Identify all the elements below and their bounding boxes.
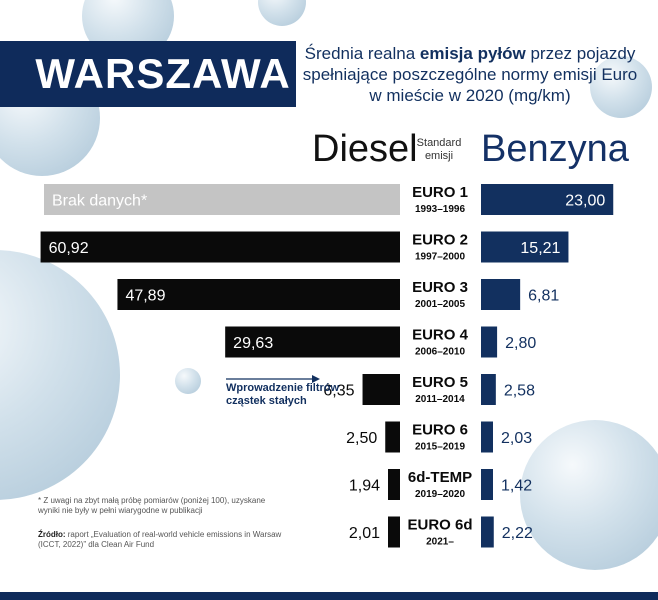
bar-diesel [388,469,400,500]
column-header-standard: Standard emisji [416,137,462,162]
bar-label-benzyna: 2,22 [502,525,533,542]
bar-label-benzyna: 2,80 [505,335,536,352]
bar-label-benzyna: 2,03 [501,430,532,447]
norm-years-label: 2011–2014 [415,394,465,405]
title-box [30,41,296,107]
norm-label: EURO 6 [412,422,468,439]
bar-diesel [385,421,400,453]
subtitle-part: przez pojazdy spełniające poszczególne n… [302,44,638,105]
bar-label-benzyna: 23,00 [565,193,605,210]
bar-label-benzyna: 15,21 [520,240,560,257]
column-header-benzyna: Benzyna [481,128,629,170]
source-text: raport „Evaluation of real-world vehicle… [38,530,282,549]
bar-label-diesel: 1,94 [349,478,380,495]
bar-benzyna [481,184,614,215]
norm-years-label: 2021– [426,537,454,548]
norm-label: EURO 6d [407,517,472,534]
decorative-bubble [520,420,658,570]
bar-diesel [225,326,400,358]
bar-label-diesel: 6,35 [323,383,354,400]
bar-benzyna [481,279,521,310]
norm-years-label: 1993–1996 [415,204,465,215]
bar-diesel [362,374,400,405]
footnote-sample: * Z uwagi na zbyt małą próbę pomiarów (p… [38,496,266,515]
bar-label-diesel: 2,01 [349,525,380,542]
bar-label-benzyna: 1,42 [501,478,532,495]
bar-benzyna [481,326,498,358]
bar-label-benzyna: 2,58 [504,383,535,400]
bar-diesel [388,516,400,548]
bar-label-diesel: Brak danych* [52,193,147,210]
bar-label-diesel: 29,63 [233,335,273,352]
decorative-bubble [175,368,201,394]
bar-label-diesel: 47,89 [125,288,165,305]
bar-benzyna [481,421,493,453]
bar-label-diesel: 60,92 [49,240,89,257]
bar-label-benzyna: 6,81 [528,288,559,305]
norm-label: EURO 5 [412,374,468,391]
norm-label: EURO 2 [412,232,468,249]
bar-diesel [117,279,400,310]
chart-subtitle: Średnia realna emisja pyłów przez pojazd… [300,43,640,106]
bottom-band [0,592,658,600]
source-label: Źródło: [38,530,66,539]
norm-years-label: 2001–2005 [415,299,465,310]
norm-label: EURO 4 [412,327,469,344]
subtitle-bold: emisja pyłów [419,44,526,63]
column-header-diesel: Diesel [312,128,418,170]
norm-years-label: 2015–2019 [415,442,465,453]
bar-benzyna [481,231,569,263]
subtitle-part: Średnia realna [304,44,420,63]
bar-benzyna [481,469,493,500]
bar-diesel-no-data [44,184,400,215]
bar-benzyna [481,516,494,548]
title-band [0,41,30,107]
norm-label: 6d-TEMP [408,469,472,486]
bar-diesel [40,231,401,263]
bar-label-diesel: 2,50 [346,430,377,447]
decorative-bubble [590,56,652,118]
annotation-filters: Wprowadzenie filtrów cząstek stałych [226,382,340,407]
norm-years-label: 2006–2010 [415,347,465,358]
bar-benzyna [481,374,496,405]
norm-years-label: 2019–2020 [415,489,465,500]
norm-years-label: 1997–2000 [415,252,465,263]
footnote-source: Źródło: raport „Evaluation of real-world… [38,530,283,550]
page-title: WARSZAWA [35,50,291,97]
norm-label: EURO 1 [412,184,468,201]
norm-label: EURO 3 [412,279,468,296]
annotation-arrowhead [312,375,320,383]
